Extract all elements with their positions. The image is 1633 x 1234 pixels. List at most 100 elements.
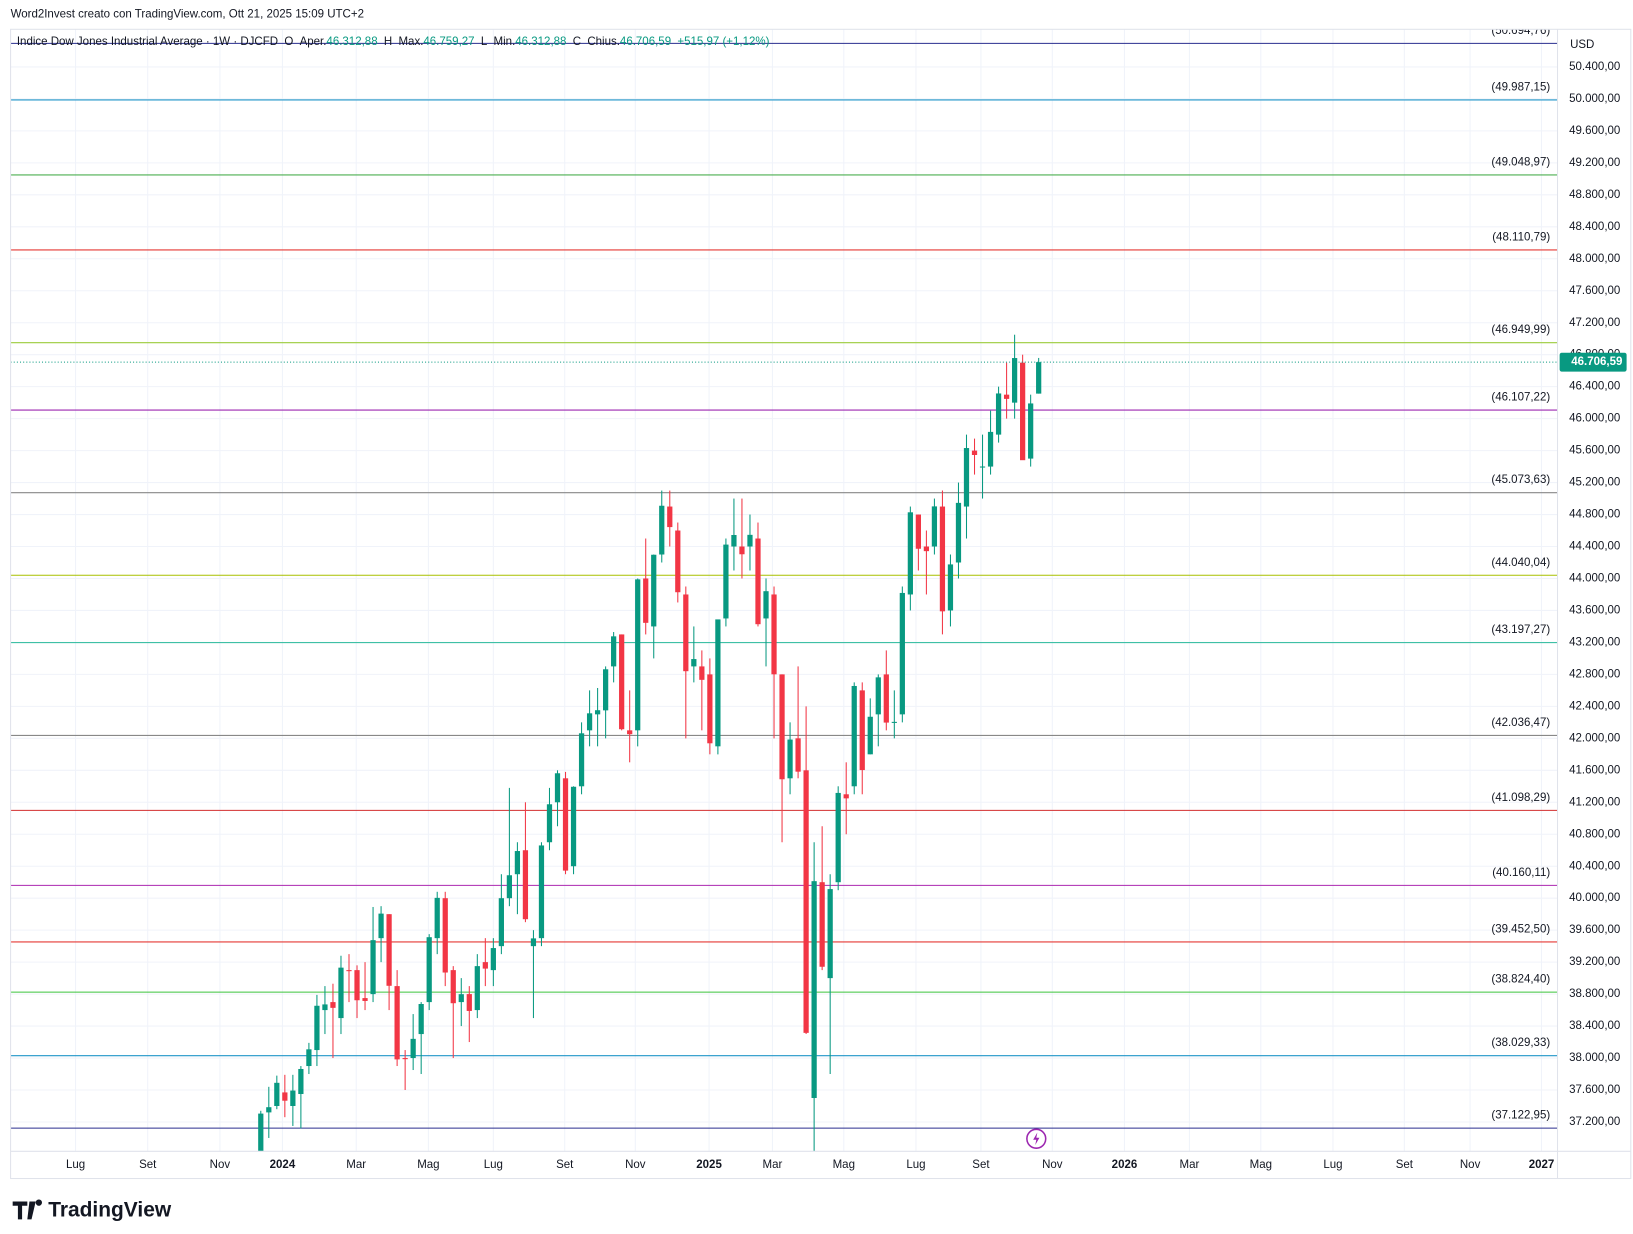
- legend-change: +515,97 (+1,12%): [677, 36, 769, 48]
- candle-body: [1011, 358, 1018, 403]
- y-tick-label: 38.800,00: [1569, 988, 1620, 1000]
- y-tick-label: 47.600,00: [1569, 285, 1620, 297]
- legend-close: 46.706,59: [620, 36, 671, 48]
- candle-body: [747, 534, 753, 547]
- candle-body: [931, 506, 938, 547]
- candle-body: [522, 850, 529, 920]
- candle-body: [370, 940, 376, 995]
- candle-body: [386, 914, 392, 986]
- candle-body: [651, 554, 657, 627]
- header: Word2Invest creato con TradingView.com, …: [11, 9, 364, 21]
- candle-body: [554, 773, 561, 803]
- candle-body: [675, 530, 681, 593]
- candle-body: [995, 393, 1002, 435]
- level-label: (48.110,79): [1492, 231, 1550, 243]
- candle-body: [947, 564, 954, 611]
- level-label: (50.694,76): [1491, 25, 1550, 37]
- x-tick-label: Mag: [833, 1159, 855, 1171]
- level-label: (46.107,22): [1491, 392, 1550, 404]
- brand: TradingView: [48, 1199, 172, 1222]
- y-tick-label: 41.600,00: [1569, 764, 1620, 776]
- y-tick-label: 44.400,00: [1569, 541, 1620, 553]
- y-tick-label: 48.800,00: [1569, 189, 1620, 201]
- candle-body: [979, 466, 986, 468]
- y-tick-label: 40.000,00: [1569, 892, 1620, 904]
- level-label: (49.048,97): [1491, 156, 1550, 168]
- y-tick-label: 39.600,00: [1569, 924, 1620, 936]
- x-tick-label: Set: [1396, 1159, 1414, 1171]
- candle-body: [923, 546, 930, 552]
- legend-open: 46.312,88: [326, 36, 377, 48]
- candle-body: [771, 594, 777, 675]
- candle-body: [338, 967, 344, 1019]
- candle-body: [418, 1004, 424, 1035]
- level-label: (38.029,33): [1491, 1037, 1550, 1049]
- level-label: (44.040,04): [1491, 557, 1550, 569]
- x-tick-label: Nov: [210, 1159, 231, 1171]
- candle-body: [827, 889, 833, 979]
- candle-body: [322, 1004, 328, 1011]
- candle-body: [867, 716, 873, 755]
- level-label: (45.073,63): [1491, 474, 1550, 486]
- y-tick-label: 47.200,00: [1569, 317, 1620, 329]
- candle-body: [811, 881, 817, 1099]
- y-tick-label: 40.400,00: [1569, 860, 1620, 872]
- candle-body: [346, 970, 352, 972]
- y-tick-label: 38.400,00: [1569, 1020, 1620, 1032]
- legend-open-label: Aper.: [300, 36, 327, 48]
- candle-body: [578, 733, 585, 787]
- candle-body: [611, 636, 617, 667]
- x-tick-label: Set: [972, 1159, 990, 1171]
- level-label: (46.949,99): [1491, 324, 1550, 336]
- x-tick-label: Nov: [625, 1159, 646, 1171]
- candle-body: [859, 690, 865, 771]
- level-label: (41.098,29): [1491, 792, 1550, 804]
- candle-body: [586, 713, 593, 731]
- last-price-label: 46.706,59: [1571, 356, 1622, 368]
- candle-body: [474, 966, 480, 1011]
- last-price-tag: [1559, 352, 1627, 372]
- legend-low: 46.312,88: [515, 36, 566, 48]
- y-tick-label: 42.000,00: [1569, 732, 1620, 744]
- candle-body: [434, 897, 440, 939]
- legend-o: O: [284, 36, 293, 48]
- x-tick-label: Set: [139, 1159, 157, 1171]
- candle-body: [707, 674, 713, 744]
- candle-body: [787, 739, 793, 779]
- candle-body: [731, 535, 737, 547]
- y-tick-label: 45.200,00: [1569, 477, 1620, 489]
- candle-body: [442, 898, 448, 973]
- x-tick-label: Mar: [763, 1159, 783, 1171]
- level-label: (39.452,50): [1491, 923, 1550, 935]
- candle-body: [955, 502, 962, 563]
- candle-body: [538, 845, 545, 939]
- chart-frame: [10, 28, 1632, 1180]
- candle-body: [659, 505, 665, 555]
- plot-area: (50.694,76) (49.987,15) (49.048,97) (48.110…: [10, 25, 1558, 1152]
- candle-body: [362, 998, 368, 1001]
- candle-body: [258, 1113, 264, 1152]
- y-tick-label: 43.600,00: [1569, 604, 1620, 616]
- candle-body: [699, 666, 705, 680]
- level-label: (38.824,40): [1491, 974, 1550, 986]
- y-tick-label: 46.400,00: [1569, 381, 1620, 393]
- legend: Indice Dow Jones Industrial Average · 1W…: [17, 36, 770, 48]
- candle-body: [779, 674, 785, 780]
- legend-high: 46.759,27: [423, 36, 474, 48]
- x-tick-label: 2026: [1112, 1159, 1138, 1171]
- candle-body: [683, 594, 689, 672]
- candle-body: [274, 1082, 280, 1106]
- candle-body: [514, 851, 521, 875]
- brand-logo: TradingView: [12, 1199, 172, 1222]
- currency: USD: [1570, 39, 1594, 51]
- y-tick-label: 49.600,00: [1569, 125, 1620, 137]
- x-tick-label: Set: [556, 1159, 574, 1171]
- level-label: (42.036,47): [1491, 717, 1550, 729]
- candle-body: [987, 431, 994, 467]
- y-tick-label: 50.000,00: [1569, 93, 1620, 105]
- legend-h: H: [384, 36, 392, 48]
- candle-body: [691, 659, 697, 667]
- legend-l: L: [481, 36, 488, 48]
- event-icon: [1026, 1128, 1047, 1149]
- candle-body: [907, 512, 913, 595]
